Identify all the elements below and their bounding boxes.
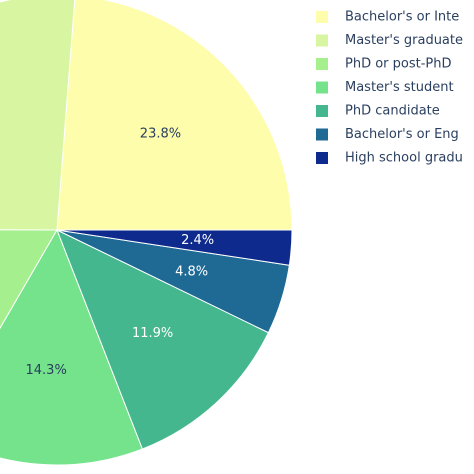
legend-label: Master's student <box>345 80 454 95</box>
slice-label: 11.9% <box>132 326 173 341</box>
legend-swatch <box>316 152 328 164</box>
legend-label: PhD candidate <box>345 104 440 119</box>
slice-label: 23.8% <box>140 127 181 142</box>
legend-label: PhD or post-PhD <box>345 57 452 72</box>
pie-slice <box>56 228 270 450</box>
pie-slice <box>0 0 76 231</box>
pie-slice <box>56 229 293 266</box>
legend-swatch <box>316 128 328 141</box>
legend-label: High school gradu <box>345 151 463 166</box>
legend-swatch <box>316 58 328 70</box>
slice-label: 4.8% <box>175 264 208 279</box>
pie-slice <box>56 0 293 231</box>
pie-slice <box>0 228 144 466</box>
legend-swatch <box>316 34 328 47</box>
slice-label: 14.3% <box>26 363 67 378</box>
legend-swatch <box>316 105 328 117</box>
slice-label: 2.4% <box>181 233 214 248</box>
legend-label: Bachelor's or Eng <box>345 127 459 142</box>
legend-swatch <box>316 81 328 94</box>
legend-label: Master's graduate <box>345 33 463 48</box>
legend-label: Bachelor's or Inte <box>345 10 459 25</box>
legend-swatch <box>316 11 328 23</box>
